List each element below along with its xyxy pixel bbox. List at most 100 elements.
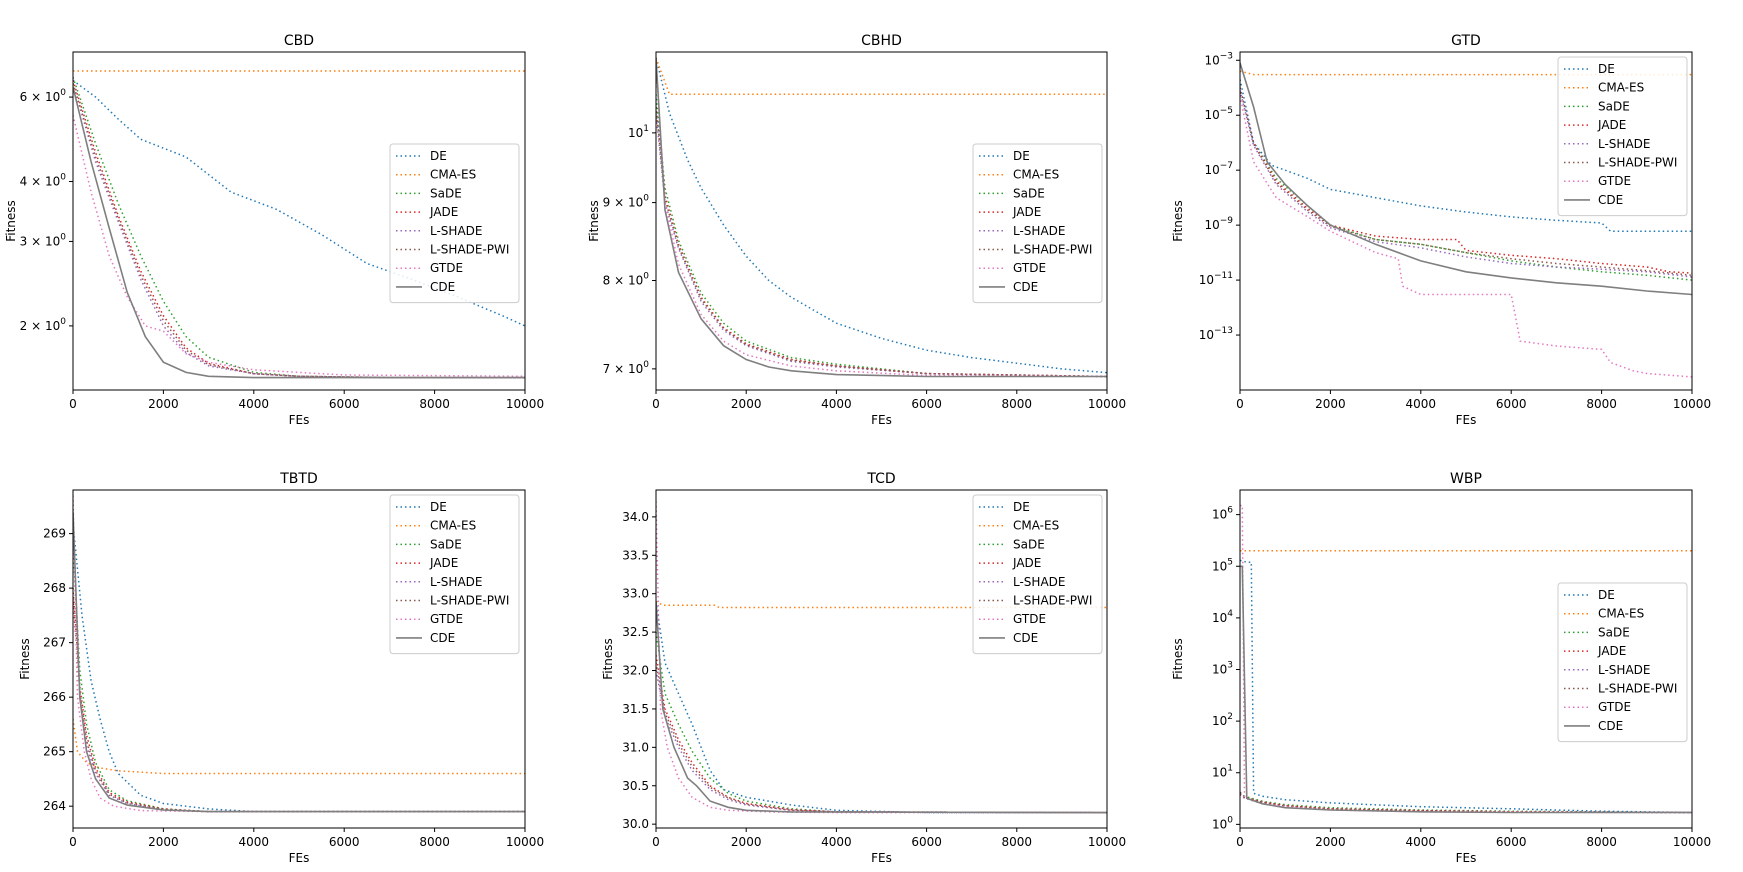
chart-title: GTD (1451, 33, 1481, 49)
x-tick-label: 4000 (239, 397, 270, 411)
series-line-cde (73, 511, 525, 813)
y-tick-label: 101 (1212, 764, 1233, 780)
x-tick-label: 8000 (1002, 397, 1033, 411)
subplot-tcd: 0 2000 4000 6000 8000 10000 30.0 30.5 31.0 31.5 32… (601, 471, 1126, 865)
y-tick-label: 10−3 (1204, 51, 1233, 67)
x-tick-label: 2000 (1315, 397, 1346, 411)
legend-label-gtde: GTDE (1013, 612, 1046, 626)
axes-frame (72, 51, 526, 391)
x-tick-label: 0 (69, 397, 77, 411)
legend: DE CMA-ES SaDE JADE L-SHADE L-SHADE-PWI GTDE CD… (972, 494, 1103, 655)
y-tick-label: 32.0 (622, 664, 649, 678)
y-tick-label: 269 (43, 527, 66, 541)
legend-label-cma-es: CMA-ES (1013, 519, 1059, 533)
x-tick-label: 0 (1236, 397, 1244, 411)
series-group (1240, 62, 1692, 378)
legend-label-gtde: GTDE (1013, 261, 1046, 275)
y-tick-label: 10−13 (1199, 326, 1233, 342)
legend-label-de: DE (1598, 62, 1615, 76)
x-tick-label: 4000 (821, 835, 852, 849)
series-line-gtde (656, 63, 1107, 378)
legend-label-cma-es: CMA-ES (1013, 168, 1059, 182)
y-tick-label: 104 (1212, 609, 1233, 625)
legend-label-l-shade: L-SHADE (430, 575, 482, 589)
series-line-cma-es (656, 600, 1107, 609)
x-tick-label: 4000 (1406, 835, 1437, 849)
y-tick-label: 10−11 (1199, 271, 1233, 287)
legend-label-cde: CDE (430, 280, 455, 294)
x-tick-label: 4000 (239, 835, 270, 849)
x-tick-label: 2000 (731, 835, 762, 849)
legend-box (972, 143, 1103, 304)
subplot-tbtd: 0 2000 4000 6000 8000 10000 264 265 266 267 268 269… (18, 471, 544, 865)
series-group (1240, 504, 1692, 814)
x-tick-label: 10000 (506, 835, 544, 849)
legend-label-jade: JADE (1012, 205, 1041, 219)
legend-label-cma-es: CMA-ES (430, 168, 476, 182)
x-tick-label: 6000 (1496, 835, 1527, 849)
legend-label-cde: CDE (1598, 719, 1623, 733)
series-group (656, 501, 1107, 814)
x-tick-label: 0 (652, 397, 660, 411)
chart-title: TBTD (279, 471, 318, 487)
x-tick-label: 6000 (911, 835, 942, 849)
x-tick-label: 0 (652, 835, 660, 849)
legend: DE CMA-ES SaDE JADE L-SHADE L-SHADE-PWI GTDE CD… (389, 143, 520, 304)
x-axis-label: FEs (871, 413, 892, 427)
x-tick-label: 2000 (1315, 835, 1346, 849)
legend-label-sade: SaDE (1013, 186, 1045, 200)
legend-box (972, 494, 1103, 655)
legend-label-gtde: GTDE (1598, 174, 1631, 188)
legend-label-l-shade-pwi: L-SHADE-PWI (1013, 243, 1092, 257)
subplot-cbd: 0 2000 4000 6000 8000 10000 2 × 100 3 × 100 4 × … (4, 33, 544, 427)
legend-label-cma-es: CMA-ES (1598, 81, 1644, 95)
series-line-cde (1240, 62, 1692, 296)
y-tick-label: 31.5 (622, 702, 649, 716)
y-axis-label: Fitness (18, 638, 32, 680)
legend-box (389, 494, 520, 655)
chart-title: CBHD (861, 33, 902, 49)
series-line-cma-es (73, 718, 525, 775)
y-tick-label: 265 (43, 745, 66, 759)
legend-label-de: DE (430, 500, 447, 514)
y-axis-label: Fitness (1171, 200, 1185, 242)
y-tick-label: 3 × 100 (20, 232, 67, 248)
legend-label-gtde: GTDE (430, 261, 463, 275)
y-tick-label: 4 × 100 (20, 173, 67, 189)
y-tick-label: 30.0 (622, 817, 649, 831)
legend-label-sade: SaDE (430, 186, 462, 200)
legend-label-cma-es: CMA-ES (430, 519, 476, 533)
y-tick-label: 10−7 (1204, 161, 1233, 177)
y-tick-label: 2 × 100 (20, 317, 67, 333)
series-line-l-shade-pwi (656, 106, 1107, 378)
x-axis-label: FEs (871, 851, 892, 865)
series-line-l-shade-pwi (656, 662, 1107, 814)
axes-frame (72, 489, 526, 829)
y-tick-label: 9 × 100 (603, 194, 650, 210)
series-line-sade (1240, 87, 1692, 281)
legend-label-jade: JADE (429, 556, 458, 570)
y-axis-label: Fitness (4, 200, 18, 242)
axes-frame (1239, 489, 1693, 829)
y-axis-label: Fitness (587, 200, 601, 242)
x-tick-label: 10000 (1088, 835, 1126, 849)
series-line-l-shade (73, 83, 525, 379)
y-tick-label: 102 (1212, 712, 1233, 728)
x-axis-label: FEs (1456, 851, 1477, 865)
y-tick-label: 100 (1212, 815, 1233, 831)
x-tick-label: 2000 (731, 397, 762, 411)
x-tick-label: 0 (1236, 835, 1244, 849)
series-line-l-shade-pwi (73, 598, 525, 813)
axes-frame (655, 51, 1108, 391)
x-tick-label: 8000 (1586, 835, 1617, 849)
y-tick-label: 267 (43, 636, 66, 650)
legend-label-gtde: GTDE (1598, 700, 1631, 714)
legend-label-l-shade-pwi: L-SHADE-PWI (1598, 682, 1677, 696)
legend-label-l-shade-pwi: L-SHADE-PWI (430, 594, 509, 608)
x-tick-label: 6000 (1496, 397, 1527, 411)
x-tick-label: 6000 (329, 397, 360, 411)
x-axis-label: FEs (289, 413, 310, 427)
x-tick-label: 10000 (506, 397, 544, 411)
series-line-cde (73, 86, 525, 379)
